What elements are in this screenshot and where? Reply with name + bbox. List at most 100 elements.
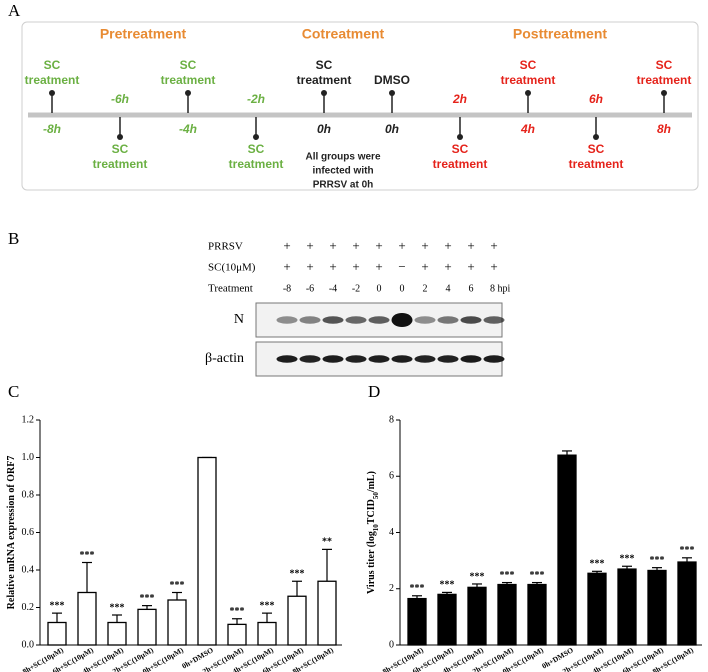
y-tick-label: 0.2 [22,602,35,613]
bar [407,597,427,646]
bar [647,569,667,646]
blot-label: β-actin [205,351,244,366]
significance: *** [410,583,425,594]
event-time: 8h [657,122,671,136]
y-tick-label: 0.8 [22,489,35,500]
cotreatment-note: All groups were [305,152,380,163]
cell: + [352,238,359,253]
y-tick-label: 2 [389,583,394,594]
y-tick-label: 8 [389,414,394,425]
cell: + [375,238,382,253]
bar [197,456,217,646]
event-time: 4h [520,122,535,136]
event-time: 0h [317,122,331,136]
event-dot [117,134,123,140]
event-label: treatment [637,73,692,87]
cell: + [444,238,451,253]
cell: + [283,259,290,274]
phase-title: Cotreatment [302,26,385,42]
event-time: -8h [43,122,61,136]
cotreatment-note: infected with [312,166,373,177]
event-label: SC [520,58,537,72]
event-label: SC [44,58,61,72]
significance: *** [80,550,95,561]
significance: *** [290,569,305,580]
cell: + [421,259,428,274]
panel-label: A [8,1,21,20]
bar [527,583,547,646]
significance: ** [322,537,332,548]
event-dot [661,90,667,96]
band [299,355,321,363]
y-axis-label-part: 50 [372,492,380,500]
band [414,355,436,363]
significance: *** [170,580,185,591]
significance: *** [230,606,245,617]
band [460,316,482,324]
bar [167,599,187,646]
band [276,355,298,363]
event-label: treatment [501,73,556,87]
y-axis-label: Relative mRNA expression of ORF7 [6,456,17,610]
blot-label: N [234,312,244,327]
event-time: -2h [247,92,265,106]
y-tick-label: 1.0 [22,452,35,463]
cell: 6 [469,283,474,294]
band [345,355,367,363]
timeline-box [21,21,699,191]
significance: *** [500,570,515,581]
event-label: treatment [569,157,624,171]
cell: -4 [329,283,337,294]
y-tick-label: 0.6 [22,527,35,538]
significance: *** [440,580,455,591]
bar [557,454,577,646]
row-label: PRRSV [208,241,243,253]
event-label: treatment [25,73,80,87]
cell: + [306,259,313,274]
y-tick-label: 1.2 [22,414,35,425]
band [299,316,321,324]
event-label: treatment [433,157,488,171]
cell: 2 [423,283,428,294]
band [322,316,344,324]
band [391,355,413,363]
y-axis-label-part: TCID [366,499,377,524]
cell: + [306,238,313,253]
event-time: 0h [385,122,399,136]
significance: *** [650,555,665,566]
bar [107,621,127,646]
bar [317,580,337,646]
event-label: treatment [297,73,352,87]
y-axis-label-part: /mL) [366,471,377,493]
bar [257,621,277,646]
event-time: -6h [111,92,129,106]
cell: + [444,259,451,274]
significance: *** [620,554,635,565]
phase-title: Posttreatment [513,26,607,42]
bar [497,583,517,646]
event-dot [253,134,259,140]
panel-label: D [368,382,380,401]
band [460,355,482,363]
band [414,316,436,324]
y-tick-label: 4 [389,527,394,538]
event-time: 2h [452,92,467,106]
event-label: SC [248,142,265,156]
cell: 0 [400,283,405,294]
y-tick-label: 0.4 [22,564,35,575]
event-dot [593,134,599,140]
significance: *** [590,559,605,570]
event-label: SC [588,142,605,156]
cell: + [329,259,336,274]
event-dot [49,90,55,96]
cell: + [467,238,474,253]
significance: *** [50,600,65,611]
cell: + [283,238,290,253]
y-tick-label: 0 [389,639,394,650]
significance: *** [140,593,155,604]
bar [47,621,67,646]
bar [437,593,457,646]
y-axis-label-part: 10 [372,524,380,532]
